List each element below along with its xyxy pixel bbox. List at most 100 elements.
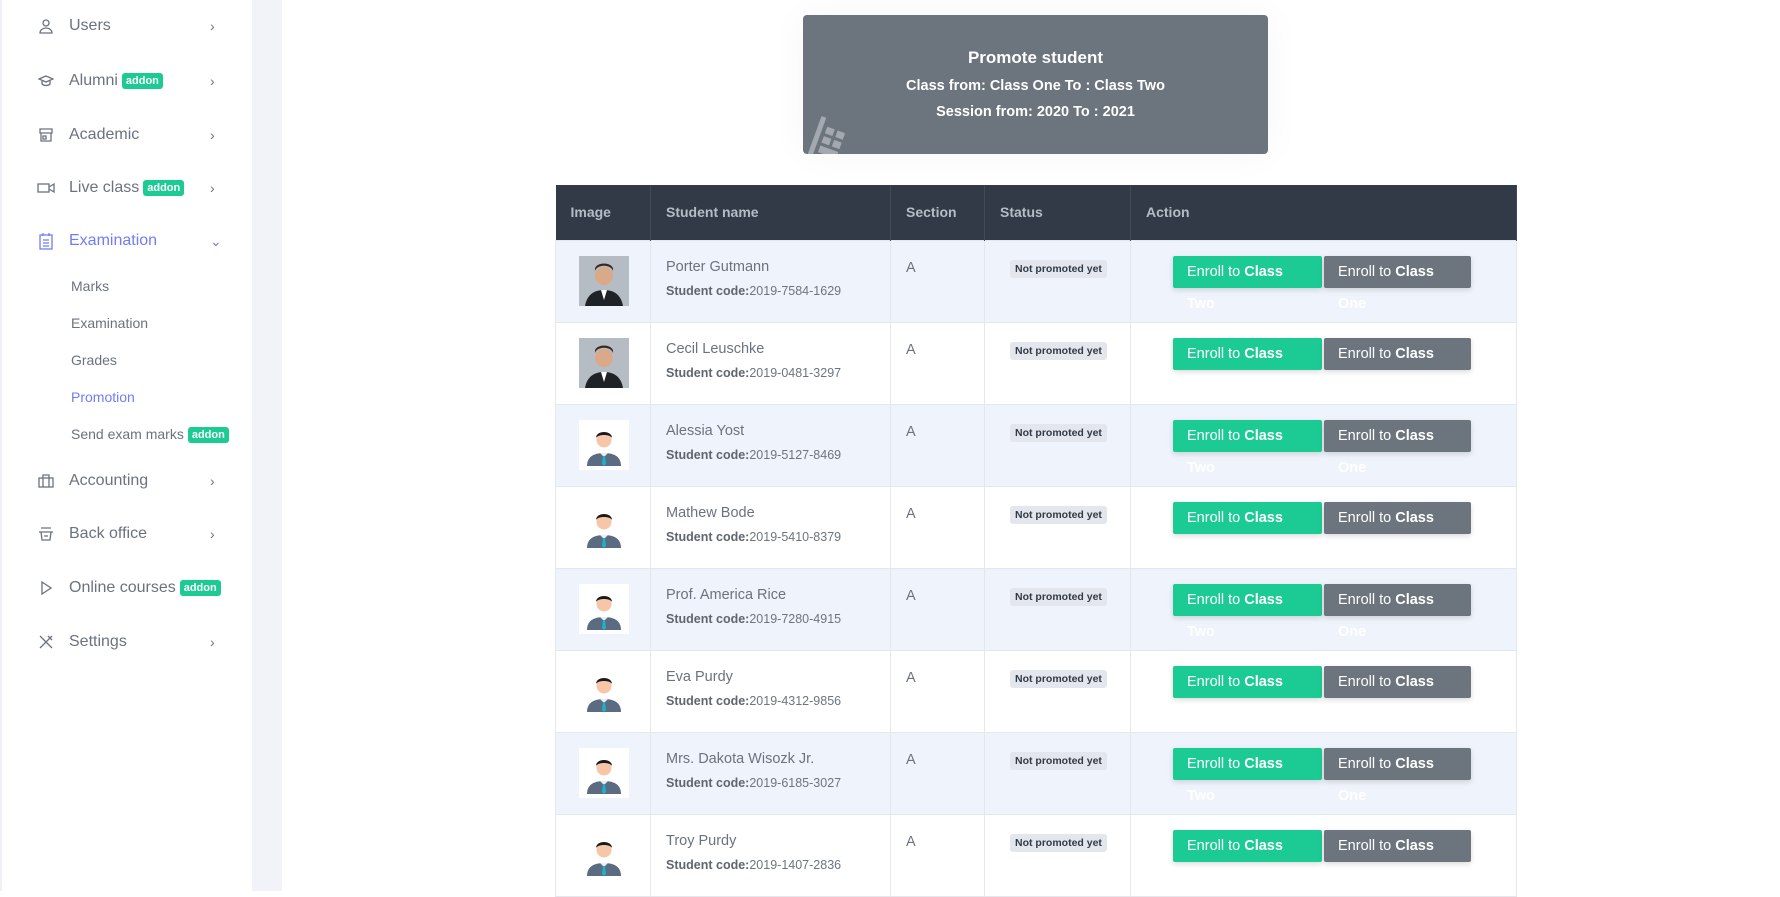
- enroll-next-class-button[interactable]: Enroll to Class Two: [1173, 419, 1322, 476]
- table-row: Prof. America Rice Student code:2019-7280…: [555, 567, 1517, 651]
- sidebar-item-users[interactable]: Users ›: [2, 11, 254, 41]
- action-cell: Enroll to Class TwoEnroll to Class One: [1130, 731, 1517, 815]
- enroll-current-class-button[interactable]: Enroll to Class One: [1324, 255, 1471, 312]
- enroll-current-class-button[interactable]: Enroll to Class One: [1324, 665, 1471, 722]
- play-icon: [37, 579, 55, 597]
- student-code-value: 2019-1407-2836: [749, 857, 842, 872]
- enroll-current-class-button[interactable]: Enroll to Class One: [1324, 829, 1471, 886]
- sidebar-item-settings[interactable]: Settings ›: [2, 627, 254, 657]
- sidebar-item-online-courses[interactable]: Online courses addon: [2, 573, 254, 603]
- button-class: Class Two: [1187, 755, 1283, 804]
- button-prefix: Enroll to: [1338, 591, 1396, 608]
- label-text: Examination: [69, 232, 158, 249]
- avatar-placeholder-icon: [579, 665, 629, 716]
- action-cell: Enroll to Class TwoEnroll to Class One: [1130, 321, 1517, 405]
- student-name: Mathew Bode: [666, 504, 755, 521]
- submenu-item-grades[interactable]: Grades: [71, 352, 117, 368]
- action-cell: Enroll to Class TwoEnroll to Class One: [1130, 403, 1517, 487]
- sidebar-item-accounting[interactable]: Accounting ›: [2, 466, 254, 496]
- enroll-next-class-button[interactable]: Enroll to Class Two: [1173, 337, 1322, 394]
- student-cell: Troy Purdy Student code:2019-1407-2836: [650, 813, 891, 897]
- section-cell: A: [890, 321, 985, 405]
- section-value: A: [906, 423, 916, 440]
- table-row: Porter Gutmann Student code:2019-7584-162…: [555, 239, 1517, 323]
- promotion-summary-card: Promote student Class from: Class One To…: [803, 15, 1268, 154]
- enroll-next-class-button[interactable]: Enroll to Class Two: [1173, 501, 1322, 558]
- student-code-label: Student code:: [666, 857, 750, 872]
- avatar-placeholder-icon: [579, 419, 629, 470]
- status-cell: Not promoted yet: [984, 239, 1131, 323]
- sidebar-item-live-class[interactable]: Live class addon ›: [2, 173, 254, 203]
- enroll-next-class-button[interactable]: Enroll to Class Two: [1173, 665, 1322, 722]
- enroll-next-class-button[interactable]: Enroll to Class Two: [1173, 829, 1322, 886]
- enroll-current-class-button[interactable]: Enroll to Class One: [1324, 337, 1471, 394]
- enroll-next-class-button[interactable]: Enroll to Class Two: [1173, 583, 1322, 640]
- action-cell: Enroll to Class TwoEnroll to Class One: [1130, 567, 1517, 651]
- student-code-label: Student code:: [666, 529, 750, 544]
- header-student-name: Student name: [650, 185, 891, 240]
- action-cell: Enroll to Class TwoEnroll to Class One: [1130, 239, 1517, 323]
- enroll-next-class-button[interactable]: Enroll to Class Two: [1173, 255, 1322, 312]
- status-cell: Not promoted yet: [984, 813, 1131, 897]
- student-code: Student code:2019-6185-3027: [666, 776, 890, 790]
- status-badge: Not promoted yet: [1010, 423, 1107, 442]
- student-code: Student code:2019-1407-2836: [666, 858, 890, 872]
- student-code-label: Student code:: [666, 693, 750, 708]
- sidebar-item-alumni[interactable]: Alumni addon ›: [2, 66, 254, 96]
- chevron-right-icon: ›: [210, 73, 215, 89]
- submenu-item-send-exam-marks[interactable]: Send exam marks addon: [71, 426, 229, 444]
- label-text: Grades: [71, 352, 117, 368]
- decorative-grid-icon: [807, 116, 846, 154]
- enroll-current-class-button[interactable]: Enroll to Class One: [1324, 747, 1471, 804]
- student-cell: Mathew Bode Student code:2019-5410-8379: [650, 485, 891, 569]
- table-row: Eva Purdy Student code:2019-4312-9856 A N…: [555, 649, 1517, 733]
- sidebar-item-academic[interactable]: Academic ›: [2, 120, 254, 150]
- label-text: Back office: [69, 525, 147, 542]
- sidebar: Users › Alumni addon › Academic › Live class add…: [0, 0, 252, 891]
- student-cell: Eva Purdy Student code:2019-4312-9856: [650, 649, 891, 733]
- status-cell: Not promoted yet: [984, 567, 1131, 651]
- section-value: A: [906, 833, 916, 850]
- table-row: Cecil Leuschke Student code:2019-0481-329…: [555, 321, 1517, 405]
- student-code: Student code:2019-0481-3297: [666, 366, 890, 380]
- submenu-item-marks[interactable]: Marks: [71, 278, 109, 294]
- enroll-current-class-button[interactable]: Enroll to Class One: [1324, 583, 1471, 640]
- submenu-item-promotion[interactable]: Promotion: [71, 389, 135, 405]
- student-code-value: 2019-7280-4915: [749, 611, 842, 626]
- sidebar-item-examination[interactable]: Examination ⌄: [2, 226, 254, 256]
- enroll-next-class-button[interactable]: Enroll to Class Two: [1173, 747, 1322, 804]
- sidebar-item-label: Accounting: [69, 472, 148, 490]
- submenu-item-examination[interactable]: Examination: [71, 315, 148, 331]
- table-header: Image Student name Section Status Action: [555, 185, 1517, 240]
- student-name: Prof. America Rice: [666, 586, 787, 603]
- status-cell: Not promoted yet: [984, 403, 1131, 487]
- student-code-label: Student code:: [666, 283, 750, 298]
- status-badge: Not promoted yet: [1010, 751, 1107, 770]
- table-row: Alessia Yost Student code:2019-5127-8469 …: [555, 403, 1517, 487]
- student-code-value: 2019-5410-8379: [749, 529, 842, 544]
- student-name: Troy Purdy: [666, 832, 737, 849]
- button-prefix: Enroll to: [1187, 755, 1245, 772]
- sidebar-item-label: Live class addon: [69, 179, 185, 197]
- image-cell: [555, 321, 651, 405]
- label-text: Alumni: [69, 72, 118, 89]
- status-cell: Not promoted yet: [984, 321, 1131, 405]
- table-row: Troy Purdy Student code:2019-1407-2836 A …: [555, 813, 1517, 897]
- student-cell: Cecil Leuschke Student code:2019-0481-329…: [650, 321, 891, 405]
- button-class: Class One: [1338, 427, 1434, 476]
- status-cell: Not promoted yet: [984, 731, 1131, 815]
- section-cell: A: [890, 731, 985, 815]
- student-code: Student code:2019-7584-1629: [666, 284, 890, 298]
- sidebar-item-back-office[interactable]: Back office ›: [2, 519, 254, 549]
- student-cell: Porter Gutmann Student code:2019-7584-162…: [650, 239, 891, 323]
- button-prefix: Enroll to: [1338, 509, 1396, 526]
- button-class: Class One: [1338, 509, 1434, 558]
- student-name: Porter Gutmann: [666, 258, 770, 275]
- label-text: Live class: [69, 179, 140, 196]
- students-table: Image Student name Section Status Action…: [555, 185, 1517, 897]
- avatar-placeholder-icon: [579, 829, 629, 880]
- enroll-current-class-button[interactable]: Enroll to Class One: [1324, 501, 1471, 558]
- enroll-current-class-button[interactable]: Enroll to Class One: [1324, 419, 1471, 476]
- button-prefix: Enroll to: [1187, 263, 1245, 280]
- chevron-right-icon: ›: [210, 634, 215, 650]
